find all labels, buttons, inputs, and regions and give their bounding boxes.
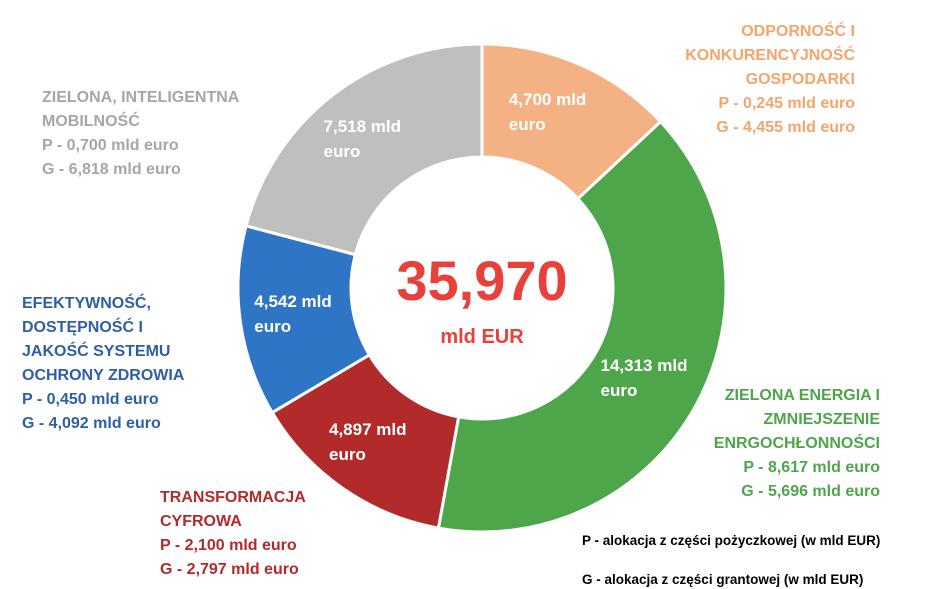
center-total: 35,970 <box>396 249 568 312</box>
segment-label: 14,313 mld euro <box>600 355 688 400</box>
segment-label: 4,542 mld euro <box>254 292 332 336</box>
category-name: ODPORNOŚĆ I KONKURENCYJNOŚĆ GOSPODARKI <box>685 23 855 88</box>
category-detail: G - 6,818 mld euro <box>42 161 181 178</box>
category-detail: P - 0,450 mld euro <box>22 391 159 408</box>
category-detail: G - 4,092 mld euro <box>22 415 161 432</box>
category-detail: P - 0,245 mld euro <box>718 95 855 112</box>
category-annotation: TRANSFORMACJA CYFROWA P - 2,100 mld euro G… <box>160 486 330 582</box>
category-annotation: ZIELONA ENERGIA I ZMNIEJSZENIE ENRGOCHŁO… <box>700 384 880 504</box>
category-detail: G - 2,797 mld euro <box>160 561 299 578</box>
category-name: EFEKTYWNOŚĆ, DOSTĘPNOŚĆ I JAKOŚĆ SYSTEMU… <box>22 295 185 384</box>
category-annotation: EFEKTYWNOŚĆ, DOSTĘPNOŚĆ I JAKOŚĆ SYSTEMU… <box>22 292 212 436</box>
center-unit: mld EUR <box>440 326 524 348</box>
category-annotation: ZIELONA, INTELIGENTNA MOBILNOŚĆ P - 0,700… <box>42 86 262 182</box>
donut-segment <box>270 352 461 530</box>
category-detail: P - 0,700 mld euro <box>42 137 179 154</box>
note: P - alokacja z części pożyczkowej (w mld… <box>582 533 881 548</box>
note: G - alokacja z części grantowej (w mld E… <box>582 572 864 587</box>
category-name: ZIELONA, INTELIGENTNA MOBILNOŚĆ <box>42 89 239 130</box>
category-detail: P - 2,100 mld euro <box>160 537 297 554</box>
category-name: ZIELONA ENERGIA I ZMNIEJSZENIE ENRGOCHŁO… <box>713 387 880 452</box>
category-annotation: ODPORNOŚĆ I KONKURENCYJNOŚĆ GOSPODARKI P … <box>655 20 855 140</box>
category-name: TRANSFORMACJA CYFROWA <box>160 489 306 530</box>
category-detail: P - 8,617 mld euro <box>743 459 880 476</box>
category-detail: G - 5,696 mld euro <box>741 483 880 500</box>
category-detail: G - 4,455 mld euro <box>716 119 855 136</box>
donut-segment <box>244 42 484 257</box>
segment-label: 4,897 mld euro <box>329 419 407 464</box>
donut-segment <box>436 119 728 534</box>
segment-label: 4,700 mld euro <box>508 90 587 135</box>
segment-label: 7,518 mld euro <box>323 117 402 162</box>
